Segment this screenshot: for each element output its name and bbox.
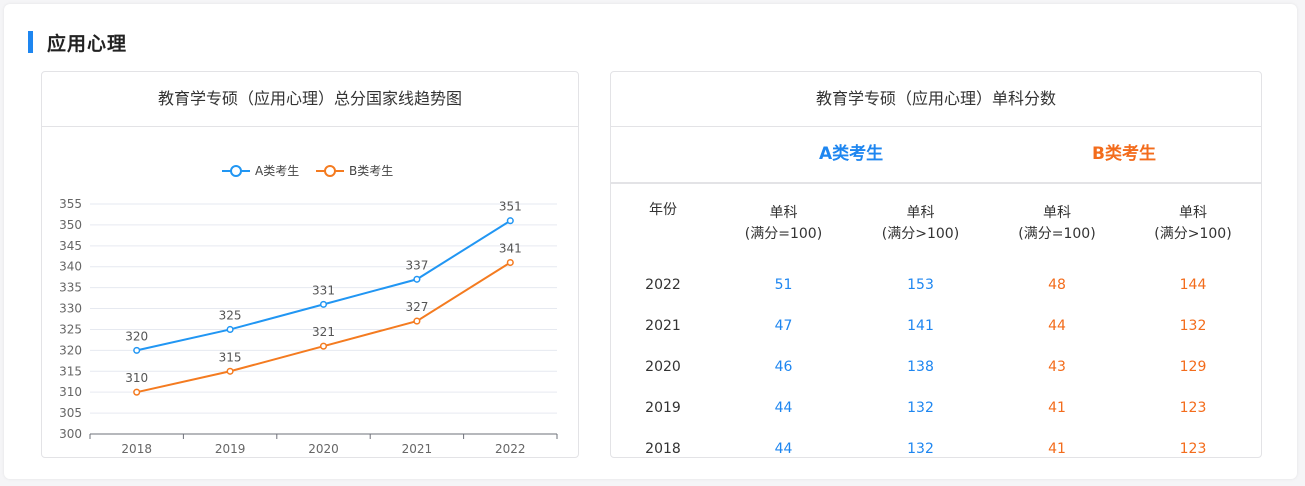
header-line2: (满分>100) [1154, 226, 1232, 242]
cell-b100: 41 [1048, 399, 1066, 416]
data-point [133, 388, 141, 396]
y-tick-label: 330 [59, 302, 82, 316]
table-row: 2020 46 138 43 129 [611, 346, 1261, 387]
section-title: 应用心理 [47, 32, 128, 55]
x-tick-label: 2022 [495, 442, 526, 456]
table-row: 2018 44 132 41 123 [611, 428, 1261, 469]
data-point [506, 258, 514, 267]
line-chart: 300 305 310 315 320 325 330 335 340 345 350 355 2018… [59, 164, 558, 456]
y-tick-label: 320 [59, 343, 82, 357]
cell-a100: 46 [774, 358, 793, 375]
table-title: 教育学专硕（应用心理）单科分数 [611, 72, 1261, 127]
y-tick-label: 300 [59, 427, 82, 441]
data-label: 341 [499, 242, 522, 256]
data-point [226, 325, 234, 334]
x-tick-label: 2021 [402, 442, 433, 456]
cell-b150: 132 [1179, 317, 1207, 334]
header-b-le100: 单科 (满分=100) [989, 184, 1125, 264]
header-a-le100: 单科 (满分=100) [715, 184, 852, 264]
cell-b150: 123 [1179, 399, 1207, 416]
header-line2: (满分=100) [1018, 226, 1096, 242]
cell-a150: 132 [907, 399, 934, 416]
score-table: 年份 单科 (满分=100) 单科 (满分>100) 单科 (满分=100) 单科 (满… [611, 184, 1261, 469]
table-row: 2019 44 132 41 123 [611, 387, 1261, 428]
cell-a150: 138 [907, 358, 934, 375]
trend-chart-card: 教育学专硕（应用心理）总分国家线趋势图 300 305 310 315 320 325 33… [41, 71, 579, 458]
group-b-label: B类考生 [1092, 144, 1156, 164]
y-tick-label: 340 [59, 260, 82, 274]
data-point [226, 367, 234, 375]
group-header-row: A类考生 B类考生 [611, 127, 1261, 184]
data-point [413, 275, 421, 283]
cell-a100: 44 [774, 440, 793, 457]
table-row: 2022 51 153 48 144 [611, 264, 1261, 305]
y-tick-label: 350 [59, 218, 82, 232]
y-tick-label: 310 [59, 385, 82, 399]
data-label: 337 [405, 258, 428, 272]
cell-year: 2020 [645, 358, 681, 375]
y-tick-label: 305 [59, 406, 82, 420]
header-line1: 单科 [1043, 205, 1071, 221]
data-label: 331 [312, 283, 335, 297]
y-tick-label: 355 [59, 197, 82, 211]
cell-a150: 132 [907, 440, 934, 457]
data-label: 315 [219, 350, 242, 364]
data-label: 327 [405, 300, 428, 314]
y-tick-label: 335 [59, 281, 82, 295]
cell-b100: 44 [1048, 317, 1066, 334]
cell-b100: 48 [1048, 276, 1066, 293]
header-line2: (满分>100) [881, 226, 960, 242]
table-row: 2021 47 141 44 132 [611, 305, 1261, 346]
cell-a150: 153 [907, 276, 934, 293]
group-a-label: A类考生 [819, 144, 884, 164]
data-point [319, 300, 328, 308]
x-tick-label: 2019 [215, 442, 246, 456]
legend-marker [230, 165, 242, 177]
cell-a150: 141 [907, 317, 934, 334]
x-tick-label: 2020 [308, 442, 339, 456]
cell-b150: 144 [1179, 276, 1207, 293]
score-table-card: 教育学专硕（应用心理）单科分数 A类考生 B类考生 年份 单科 (满分=100) … [610, 71, 1262, 458]
data-label: 310 [125, 371, 148, 385]
header-line2: (满分=100) [744, 226, 823, 242]
cell-a100: 44 [774, 399, 793, 416]
legend-marker [324, 165, 336, 177]
data-point [506, 217, 514, 225]
data-label: 325 [219, 308, 242, 322]
cell-b150: 129 [1179, 358, 1207, 375]
y-tick-label: 345 [59, 239, 82, 253]
table-header-row: 年份 单科 (满分=100) 单科 (满分>100) 单科 (满分=100) 单科 (满… [611, 184, 1261, 264]
section-header: 应用心理 [28, 30, 128, 55]
x-tick-label: 2018 [121, 442, 152, 456]
cell-year: 2021 [645, 317, 681, 334]
cell-year: 2019 [645, 399, 681, 416]
data-point [319, 342, 328, 350]
legend-label: A类考生 [255, 164, 299, 178]
y-tick-label: 315 [59, 364, 82, 378]
legend-label: B类考生 [349, 164, 393, 178]
header-year: 年份 [649, 202, 677, 218]
cell-year: 2018 [645, 440, 681, 457]
header-b-gt100: 单科 (满分>100) [1125, 184, 1261, 264]
header-a-gt100: 单科 (满分>100) [852, 184, 989, 264]
data-label: 320 [125, 329, 148, 343]
accent-bar [28, 31, 33, 53]
header-line1: 单科 [1179, 205, 1207, 221]
cell-a100: 47 [774, 317, 793, 334]
header-line1: 单科 [906, 205, 935, 221]
data-label: 321 [312, 325, 335, 339]
chart-title: 教育学专硕（应用心理）总分国家线趋势图 [42, 72, 578, 127]
cell-year: 2022 [645, 276, 681, 293]
header-line1: 单科 [769, 205, 798, 221]
y-tick-label: 325 [59, 322, 82, 336]
cell-b100: 43 [1048, 358, 1066, 375]
data-point [413, 317, 421, 325]
data-label: 351 [499, 200, 522, 214]
cell-a100: 51 [774, 276, 793, 293]
data-point [133, 346, 141, 354]
cell-b100: 41 [1048, 440, 1066, 457]
cell-b150: 123 [1179, 440, 1207, 457]
